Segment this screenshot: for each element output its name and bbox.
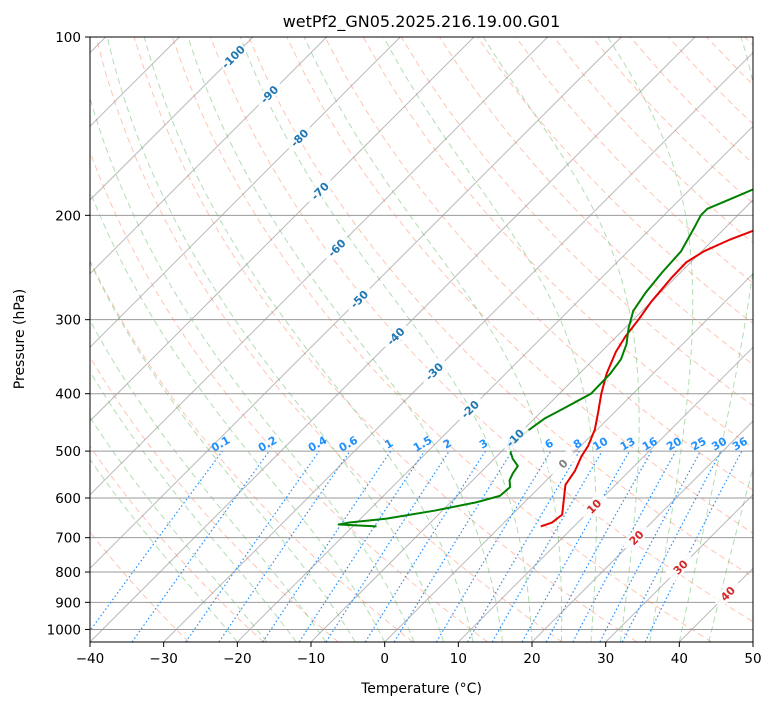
dry-adiabat xyxy=(90,445,264,642)
plot-frame xyxy=(89,36,754,643)
mixing-ratio-line xyxy=(572,450,677,642)
x-tick-label: 40 xyxy=(671,651,688,667)
dry-adiabat xyxy=(90,259,414,642)
y-axis-ticks: 1000 900 800 700 600 500 400 300 200 100 xyxy=(47,30,90,638)
isotherm-line xyxy=(90,37,475,422)
moist-adiabat xyxy=(90,260,356,642)
y-tick-label: 600 xyxy=(55,491,81,507)
mixing-ratio-line xyxy=(393,450,513,642)
moist-adiabat xyxy=(482,37,640,642)
x-tick-label: 20 xyxy=(523,651,540,667)
y-tick-label: 300 xyxy=(55,313,81,329)
chart-title: wetPf2_GN05.2025.216.19.00.G01 xyxy=(283,12,561,32)
dewpoint-line xyxy=(337,188,753,528)
mixing-ratio-line xyxy=(90,450,223,632)
mixing-ratio-line xyxy=(298,450,425,642)
y-tick-label: 100 xyxy=(55,30,81,46)
y-tick-label: 400 xyxy=(55,387,81,403)
moist-adiabat xyxy=(106,37,445,642)
isotherm-line xyxy=(90,37,254,201)
isotherm-line xyxy=(384,272,753,642)
moist-adiabat xyxy=(187,37,504,642)
x-tick-label: −10 xyxy=(297,651,326,667)
dry-adiabats xyxy=(90,37,753,642)
plot-background xyxy=(90,37,753,642)
isotherm-label-bg xyxy=(418,355,449,387)
isotherm-label-bg xyxy=(454,393,485,425)
dry-adiabat xyxy=(171,37,712,642)
mixing-ratio-line xyxy=(644,450,743,642)
moist-adiabat xyxy=(239,37,533,642)
y-tick-label: 1000 xyxy=(47,622,81,638)
isotherm-line xyxy=(90,37,549,496)
y-axis-label: Pressure (hPa) xyxy=(12,289,28,389)
isotherm-line xyxy=(90,37,328,275)
x-tick-label: −40 xyxy=(76,651,105,667)
x-tick-label: 50 xyxy=(744,651,761,667)
dry-adiabat xyxy=(515,37,753,284)
isotherm-label-bg xyxy=(253,78,285,110)
isotherm-line xyxy=(310,199,753,642)
y-tick-label: 200 xyxy=(55,208,81,224)
isotherm-label-bg xyxy=(380,320,411,352)
mixing-ratio-line xyxy=(262,450,392,642)
mixing-ratio-line xyxy=(521,450,631,642)
isotherm-label-bg xyxy=(217,41,249,72)
moist-adiabat xyxy=(143,37,474,642)
dry-adiabat xyxy=(90,356,339,642)
x-axis-ticks: −40 −30 −20 −10 0 10 20 30 40 50 xyxy=(76,642,762,667)
x-tick-label: −20 xyxy=(223,651,252,667)
moist-adiabat xyxy=(607,37,694,642)
profile-lines xyxy=(337,188,753,528)
isotherm-label-bg xyxy=(499,422,530,453)
dry-adiabat xyxy=(286,37,753,534)
isotherm-line xyxy=(752,641,753,642)
temperature-line xyxy=(540,229,753,528)
y-tick-label: 700 xyxy=(55,531,81,547)
x-tick-label: 30 xyxy=(597,651,614,667)
moist-adiabat xyxy=(90,458,238,642)
isotherm-line xyxy=(236,125,753,642)
isotherm-label-bg xyxy=(547,448,578,479)
x-tick-label: 0 xyxy=(380,651,389,667)
moist-adiabat xyxy=(90,370,297,642)
dry-adiabat xyxy=(133,37,638,642)
moist-adiabat xyxy=(90,189,386,642)
mixing-ratio-lines xyxy=(90,450,743,642)
moist-adiabat xyxy=(90,319,327,642)
x-tick-label: −30 xyxy=(149,651,178,667)
isotherm-label-bg xyxy=(321,232,352,263)
dry-adiabat xyxy=(95,37,563,642)
isotherm-label-bg xyxy=(343,283,375,314)
x-tick-label: 10 xyxy=(450,651,467,667)
isotherm-label-bg xyxy=(578,490,609,522)
moist-adiabat xyxy=(90,416,268,642)
y-tick-label: 800 xyxy=(55,565,81,581)
dry-adiabat xyxy=(324,37,753,491)
y-tick-label: 900 xyxy=(55,595,81,611)
mixing-ratio-line xyxy=(185,450,320,642)
x-axis-label: Temperature (°C) xyxy=(360,681,482,697)
mixing-ratio-line xyxy=(325,450,450,642)
isotherm-line xyxy=(457,346,753,642)
isotherm-line xyxy=(90,37,622,570)
moist-adiabat xyxy=(383,37,597,642)
moist-adiabat xyxy=(303,37,563,642)
isotherm-label-bg xyxy=(620,522,652,553)
isotherm-label-bg xyxy=(664,551,696,583)
moist-adiabat xyxy=(678,37,753,642)
y-tick-label: 500 xyxy=(55,444,81,460)
isotherm-label-bg xyxy=(712,578,743,609)
isotherm-label-bg xyxy=(283,122,315,153)
dry-adiabat xyxy=(248,37,753,578)
mixing-ratio-line xyxy=(131,450,270,642)
isotherm-lines xyxy=(90,37,753,642)
mixing-ratio-line xyxy=(218,450,351,642)
isotherm-label-bg xyxy=(304,175,335,206)
isotherm-line xyxy=(163,51,753,642)
isotherm-line xyxy=(605,493,753,642)
mixing-ratio-line xyxy=(545,450,653,642)
